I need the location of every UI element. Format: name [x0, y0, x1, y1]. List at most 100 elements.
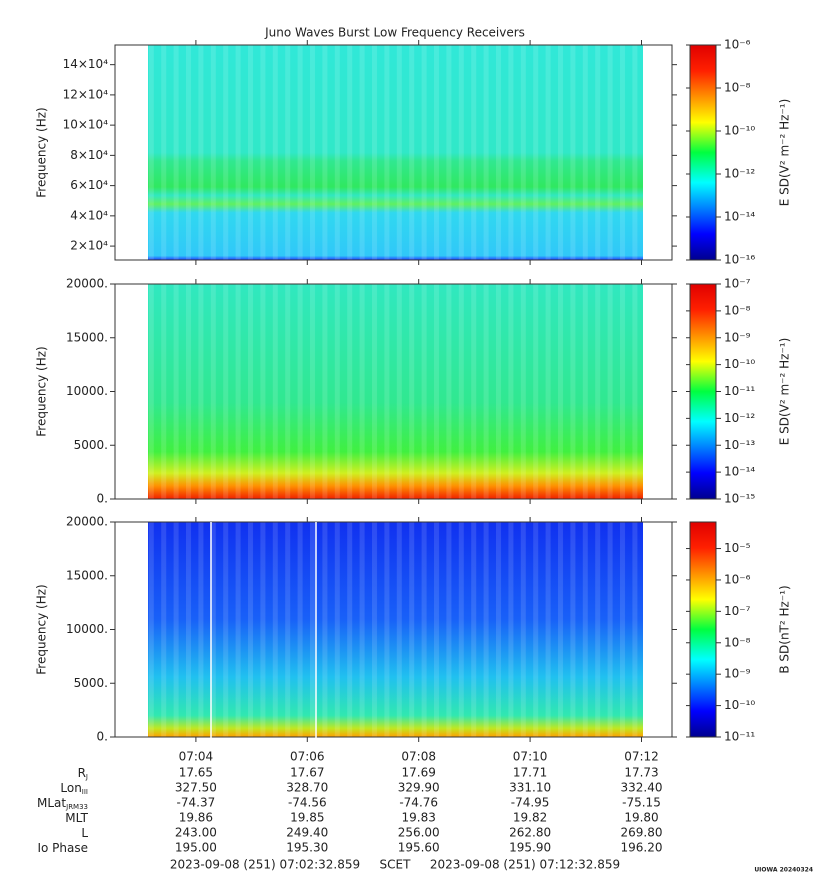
ephemeris-value: -74.56: [288, 796, 327, 810]
ephemeris-label: L: [81, 826, 88, 840]
colorbar-tick-label: 10⁻¹⁰: [724, 357, 755, 371]
colorbar-tick-label: 10⁻¹²: [724, 167, 755, 181]
time-range-start: 2023-09-08 (251) 07:02:32.859: [170, 858, 360, 872]
ephemeris-value: 17.67: [290, 766, 324, 780]
colorbar: [689, 44, 717, 261]
ephemeris-value: 195.60: [398, 841, 440, 855]
ephemeris-label: Io Phase: [37, 841, 88, 855]
y-tick-label: 15000.: [66, 330, 108, 344]
ephemeris-value: 328.70: [286, 781, 328, 795]
colorbar-tick-label: 10⁻¹⁴: [724, 465, 755, 479]
ephemeris-value: 269.80: [620, 826, 662, 840]
x-tick-label: 07:12: [624, 750, 659, 764]
y-axis-label: Frequency (Hz): [35, 107, 49, 198]
ephemeris-value: 327.50: [175, 781, 217, 795]
y-tick-label: 8×10⁴: [70, 148, 108, 162]
ephemeris-value: -75.15: [622, 796, 661, 810]
ephemeris-value: 17.71: [513, 766, 547, 780]
spectrogram-texture: [148, 284, 643, 499]
ephemeris-value: 331.10: [509, 781, 551, 795]
ephemeris-value: 332.40: [620, 781, 662, 795]
ephemeris-value: 256.00: [398, 826, 440, 840]
colorbar-tick-label: 10⁻⁸: [724, 303, 751, 317]
ephemeris-label-sub: J: [85, 773, 88, 781]
colorbar-tick-label: 10⁻⁵: [724, 541, 751, 555]
ephemeris-label: MLatJRM33: [37, 796, 88, 812]
colorbar-tick-label: 10⁻⁹: [724, 330, 751, 344]
y-tick-label: 10×10⁴: [63, 118, 109, 132]
ephemeris-value: 243.00: [175, 826, 217, 840]
ephemeris-value: 19.82: [513, 811, 547, 825]
ephemeris-value: 19.86: [179, 811, 213, 825]
y-tick-label: 14×10⁴: [63, 57, 109, 71]
ephemeris-value: 19.80: [624, 811, 658, 825]
ephemeris-value: 262.80: [509, 826, 551, 840]
ephemeris-label: MLT: [65, 811, 88, 825]
ephemeris-value: 195.90: [509, 841, 551, 855]
y-tick-label: 5000.: [74, 438, 108, 452]
y-tick-label: 10000.: [66, 622, 108, 636]
ephemeris-value: 19.83: [402, 811, 436, 825]
plot-frame: [114, 44, 673, 261]
ephemeris-value: 17.69: [402, 766, 436, 780]
y-tick-label: 15000.: [66, 568, 108, 582]
colorbar-tick-label: 10⁻¹¹: [724, 730, 755, 744]
time-range-end: 2023-09-08 (251) 07:12:32.859: [430, 858, 620, 872]
ephemeris-label-text: Lon: [60, 781, 81, 795]
colorbar-tick-label: 10⁻⁶: [724, 572, 751, 586]
colorbar-tick-label: 10⁻⁷: [724, 604, 751, 618]
x-tick-label: 07:04: [179, 750, 214, 764]
colorbar-label: E SD(V² m⁻² Hz⁻¹): [778, 338, 792, 446]
chart-title: Juno Waves Burst Low Frequency Receivers: [264, 26, 525, 40]
x-tick-label: 07:10: [513, 750, 548, 764]
y-axis-label: Frequency (Hz): [35, 584, 49, 675]
x-tick-label: 07:06: [290, 750, 325, 764]
ephemeris-value: -74.76: [399, 796, 438, 810]
footer-stamp: UIOWA 20240324: [754, 867, 813, 874]
ephemeris-label-text: MLat: [37, 796, 66, 810]
colorbar-tick-label: 10⁻¹¹: [724, 384, 755, 398]
colorbar-tick-label: 10⁻¹⁴: [724, 210, 755, 224]
y-tick-label: 2×10⁴: [70, 239, 108, 253]
spectrogram-texture: [148, 522, 643, 737]
colorbar-tick-label: 10⁻¹⁰: [724, 698, 755, 712]
ephemeris-value: -74.37: [177, 796, 216, 810]
y-tick-label: 10000.: [66, 384, 108, 398]
ephemeris-label: RJ: [78, 766, 88, 782]
colorbar-tick-label: 10⁻¹²: [724, 411, 755, 425]
colorbar: [689, 521, 717, 738]
ephemeris-value: 17.73: [624, 766, 658, 780]
y-tick-label: 5000.: [74, 676, 108, 690]
y-tick-label: 12×10⁴: [63, 87, 109, 101]
colorbar-tick-label: 10⁻⁶: [724, 38, 751, 52]
y-tick-label: 4×10⁴: [70, 208, 108, 222]
ephemeris-label-text: MLT: [65, 811, 88, 825]
ephemeris-value: 17.65: [179, 766, 213, 780]
ephemeris-label-sub: JRM33: [65, 803, 88, 811]
y-axis-label: Frequency (Hz): [35, 346, 49, 437]
y-tick-label: 6×10⁴: [70, 178, 108, 192]
colorbar-tick-label: 10⁻⁹: [724, 667, 751, 681]
ephemeris-value: -74.95: [511, 796, 550, 810]
x-tick-label: 07:08: [401, 750, 436, 764]
y-tick-label: 20000.: [66, 515, 108, 529]
y-tick-label: 20000.: [66, 277, 108, 291]
ephemeris-label-text: L: [81, 826, 88, 840]
ephemeris-value: 19.85: [290, 811, 324, 825]
ephemeris-value: 329.90: [398, 781, 440, 795]
ephemeris-label: LonIII: [60, 781, 88, 797]
colorbar-tick-label: 10⁻¹³: [724, 438, 755, 452]
ephemeris-label-text: Io Phase: [37, 841, 88, 855]
ephemeris-value: 195.30: [286, 841, 328, 855]
ephemeris-label-text: R: [78, 766, 86, 780]
colorbar-tick-label: 10⁻⁸: [724, 81, 751, 95]
ephemeris-value: 195.00: [175, 841, 217, 855]
colorbar-tick-label: 10⁻⁸: [724, 635, 751, 649]
colorbar: [689, 283, 717, 500]
y-tick-label: 0.: [97, 492, 108, 506]
colorbar-tick-label: 10⁻¹⁵: [724, 492, 755, 506]
ephemeris-label-sub: III: [82, 788, 88, 796]
colorbar-tick-label: 10⁻¹⁶: [724, 253, 755, 267]
y-tick-label: 0.: [97, 730, 108, 744]
